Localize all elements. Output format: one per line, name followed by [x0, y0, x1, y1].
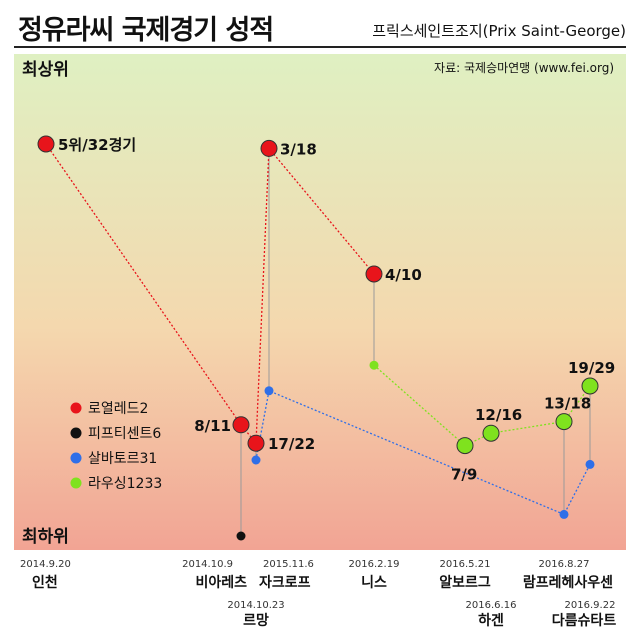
data-point	[555, 413, 573, 431]
data-label: 5위/32경기	[58, 136, 136, 154]
event-date: 2016.9.22	[565, 600, 616, 611]
series-line	[373, 364, 591, 447]
data-point	[251, 455, 261, 465]
legend-marker	[70, 477, 82, 489]
event-venue: 람프레헤사우센	[523, 575, 613, 591]
event-date: 2016.8.27	[539, 559, 590, 570]
event-venue: 알보르그	[439, 575, 491, 591]
event-venue: 르망	[243, 612, 269, 629]
page-subtitle: 프릭스세인트조지(Prix Saint-George)	[372, 22, 626, 40]
data-point	[369, 360, 379, 370]
event-date: 2016.5.21	[440, 559, 491, 570]
data-point	[264, 386, 274, 396]
legend-label: 살바토르31	[88, 451, 157, 467]
event-venue: 니스	[361, 575, 387, 591]
data-label: 3/18	[280, 140, 317, 158]
data-point	[247, 434, 265, 452]
event-date: 2014.10.9	[182, 559, 233, 570]
data-label: 13/18	[544, 395, 591, 413]
event-venue: 자크로프	[259, 575, 311, 591]
event-venue: 다름슈타트	[552, 613, 617, 629]
event-date: 2016.6.16	[466, 600, 517, 611]
data-point	[581, 377, 599, 395]
data-label: 12/16	[475, 406, 522, 424]
data-point	[482, 424, 500, 442]
legend-marker	[70, 427, 82, 439]
data-point	[260, 139, 278, 157]
event-date: 2015.11.6	[263, 559, 314, 570]
data-point	[37, 135, 55, 153]
event-date: 2014.9.20	[20, 559, 71, 570]
data-label: 8/11	[194, 417, 231, 435]
source-note: 자료: 국제승마연맹 (www.fei.org)	[434, 61, 614, 75]
event-venue: 비아레츠	[195, 574, 247, 591]
data-point	[232, 416, 250, 434]
legend-label: 라우싱1233	[88, 476, 162, 492]
data-point	[456, 437, 474, 455]
data-label: 4/10	[385, 266, 422, 284]
event-date: 2014.10.23	[227, 600, 284, 611]
data-label: 19/29	[568, 359, 615, 377]
plot-background	[14, 54, 626, 550]
legend-label: 로열레드2	[88, 401, 148, 417]
page-title: 정유라씨 국제경기 성적	[18, 15, 274, 46]
data-label: 7/9	[451, 466, 477, 484]
data-point	[236, 531, 246, 541]
event-venue: 하겐	[478, 612, 504, 629]
data-point	[365, 265, 383, 283]
y-top-label: 최상위	[22, 60, 69, 80]
data-point	[585, 459, 595, 469]
data-label: 17/22	[268, 435, 315, 453]
y-bottom-label: 최하위	[22, 527, 69, 547]
event-date: 2016.2.19	[349, 559, 400, 570]
title-rule	[14, 46, 626, 48]
event-venue: 인천	[32, 574, 58, 591]
legend-marker	[70, 402, 82, 414]
data-point	[559, 509, 569, 519]
legend-marker	[70, 452, 82, 464]
legend-label: 피프티센트6	[88, 426, 161, 442]
